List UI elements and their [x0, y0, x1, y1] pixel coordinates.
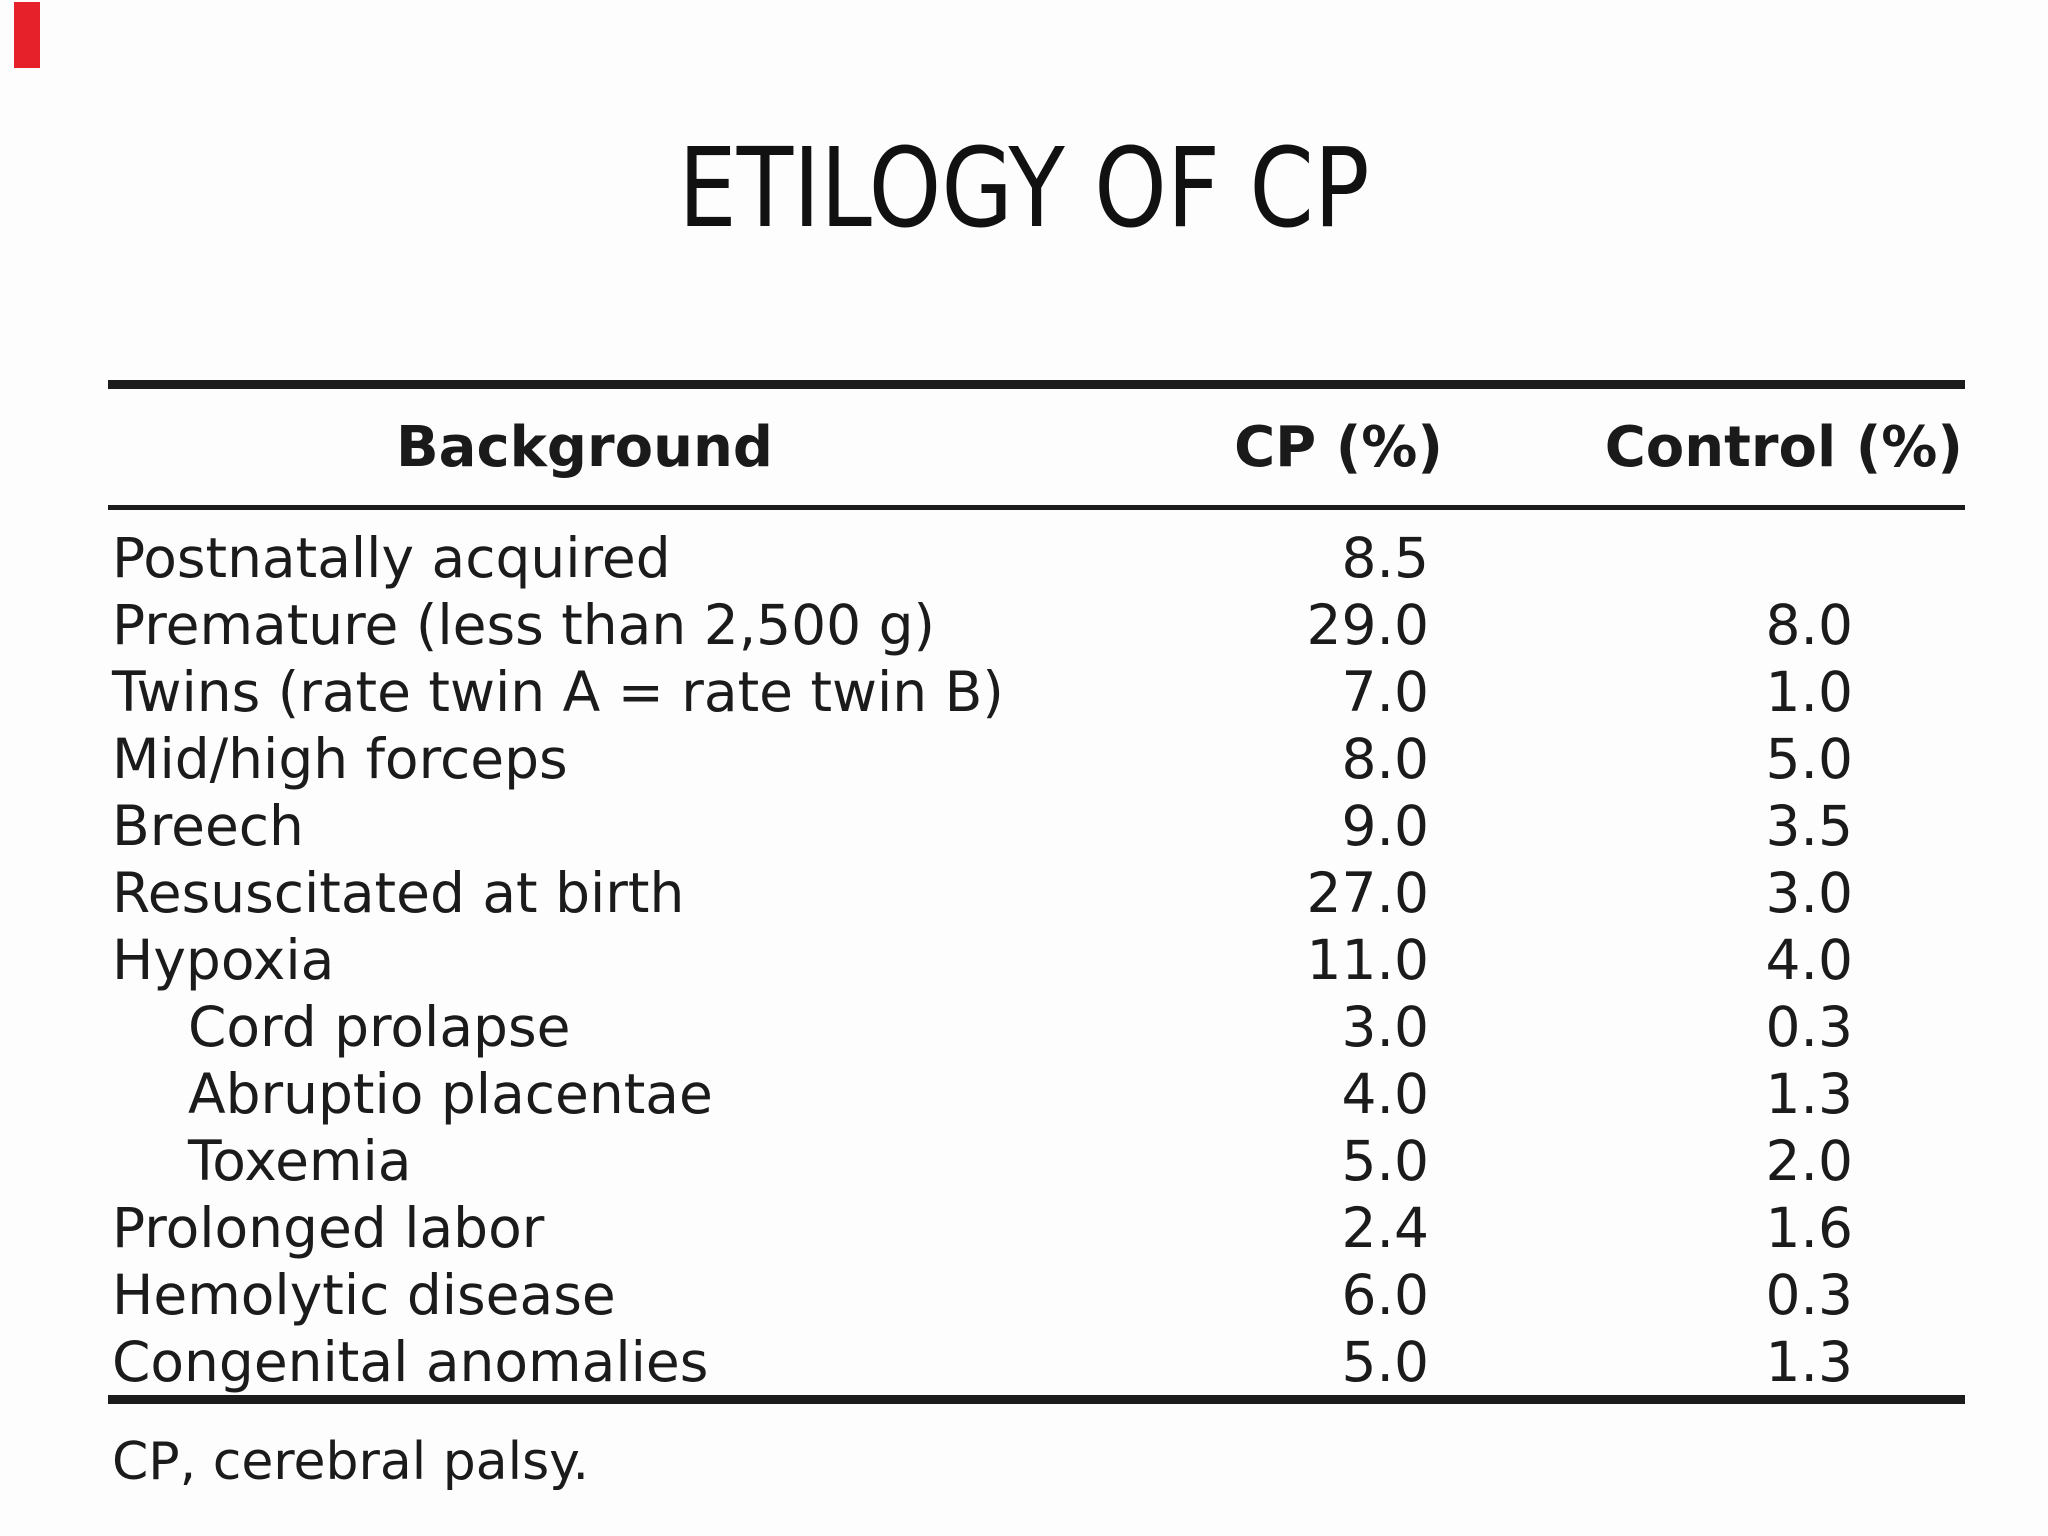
- control-value: 1.0: [1765, 659, 1853, 724]
- row-label: Hemolytic disease: [112, 1262, 616, 1327]
- cp-value: 27.0: [1306, 860, 1429, 925]
- cp-value: 3.0: [1341, 994, 1429, 1059]
- row-label: Toxemia: [188, 1128, 412, 1193]
- cp-value: 5.0: [1341, 1329, 1429, 1394]
- row-label: Prolonged labor: [112, 1195, 545, 1260]
- table-row: Premature (less than 2,500 g) 29.0 8.0: [108, 591, 1965, 658]
- table-row: Breech 9.0 3.5: [108, 792, 1965, 859]
- table-row: Congenital anomalies 5.0 1.3: [108, 1328, 1965, 1395]
- row-label: Breech: [112, 793, 304, 858]
- table-bottom-rule: [108, 1395, 1965, 1404]
- column-header-cp-percent: CP (%): [1234, 414, 1443, 480]
- table-row: Postnatally acquired 8.5: [108, 524, 1965, 591]
- column-header-background: Background: [396, 414, 773, 480]
- table-top-rule: [108, 380, 1965, 389]
- row-label: Twins (rate twin A = rate twin B): [112, 659, 1004, 724]
- column-header-control-percent: Control (%): [1604, 414, 1963, 480]
- row-label: Mid/high forceps: [112, 726, 568, 791]
- cp-value: 2.4: [1341, 1195, 1429, 1260]
- table-row: Resuscitated at birth 27.0 3.0: [108, 859, 1965, 926]
- table-row: Abruptio placentae 4.0 1.3: [108, 1060, 1965, 1127]
- cp-value: 6.0: [1341, 1262, 1429, 1327]
- cp-value: 5.0: [1341, 1128, 1429, 1193]
- cp-value: 29.0: [1306, 592, 1429, 657]
- etiology-table: Background CP (%) Control (%) Postnatall…: [108, 380, 1965, 1404]
- row-label: Postnatally acquired: [112, 525, 671, 590]
- control-value: 1.3: [1765, 1329, 1853, 1394]
- table-header-row: Background CP (%) Control (%): [108, 389, 1965, 510]
- control-value: 3.0: [1765, 860, 1853, 925]
- row-label: Hypoxia: [112, 927, 335, 992]
- table-row: Hypoxia 11.0 4.0: [108, 926, 1965, 993]
- table-row: Cord prolapse 3.0 0.3: [108, 993, 1965, 1060]
- control-value: 0.3: [1765, 994, 1853, 1059]
- row-label: Abruptio placentae: [188, 1061, 713, 1126]
- table-row: Toxemia 5.0 2.0: [108, 1127, 1965, 1194]
- table-body: Postnatally acquired 8.5 Premature (less t…: [108, 510, 1965, 1395]
- control-value: 1.3: [1765, 1061, 1853, 1126]
- cp-value: 8.0: [1341, 726, 1429, 791]
- control-value: 8.0: [1765, 592, 1853, 657]
- row-label: Cord prolapse: [188, 994, 571, 1059]
- row-label: Resuscitated at birth: [112, 860, 685, 925]
- table-row: Mid/high forceps 8.0 5.0: [108, 725, 1965, 792]
- cp-value: 4.0: [1341, 1061, 1429, 1126]
- cp-value: 11.0: [1306, 927, 1429, 992]
- cp-value: 7.0: [1341, 659, 1429, 724]
- control-value: 1.6: [1765, 1195, 1853, 1260]
- control-value: 0.3: [1765, 1262, 1853, 1327]
- table-footnote: CP, cerebral palsy.: [112, 1432, 590, 1492]
- slide-title: ETILOGY OF CP: [678, 124, 1370, 252]
- cp-value: 8.5: [1341, 525, 1429, 590]
- row-label: Premature (less than 2,500 g): [112, 592, 936, 657]
- red-corner-marker: [14, 2, 40, 68]
- control-value: 2.0: [1765, 1128, 1853, 1193]
- table-row: Twins (rate twin A = rate twin B) 7.0 1.0: [108, 658, 1965, 725]
- table-row: Prolonged labor 2.4 1.6: [108, 1194, 1965, 1261]
- cp-value: 9.0: [1341, 793, 1429, 858]
- row-label: Congenital anomalies: [112, 1329, 709, 1394]
- control-value: 3.5: [1765, 793, 1853, 858]
- control-value: 4.0: [1765, 927, 1853, 992]
- table-row: Hemolytic disease 6.0 0.3: [108, 1261, 1965, 1328]
- control-value: 5.0: [1765, 726, 1853, 791]
